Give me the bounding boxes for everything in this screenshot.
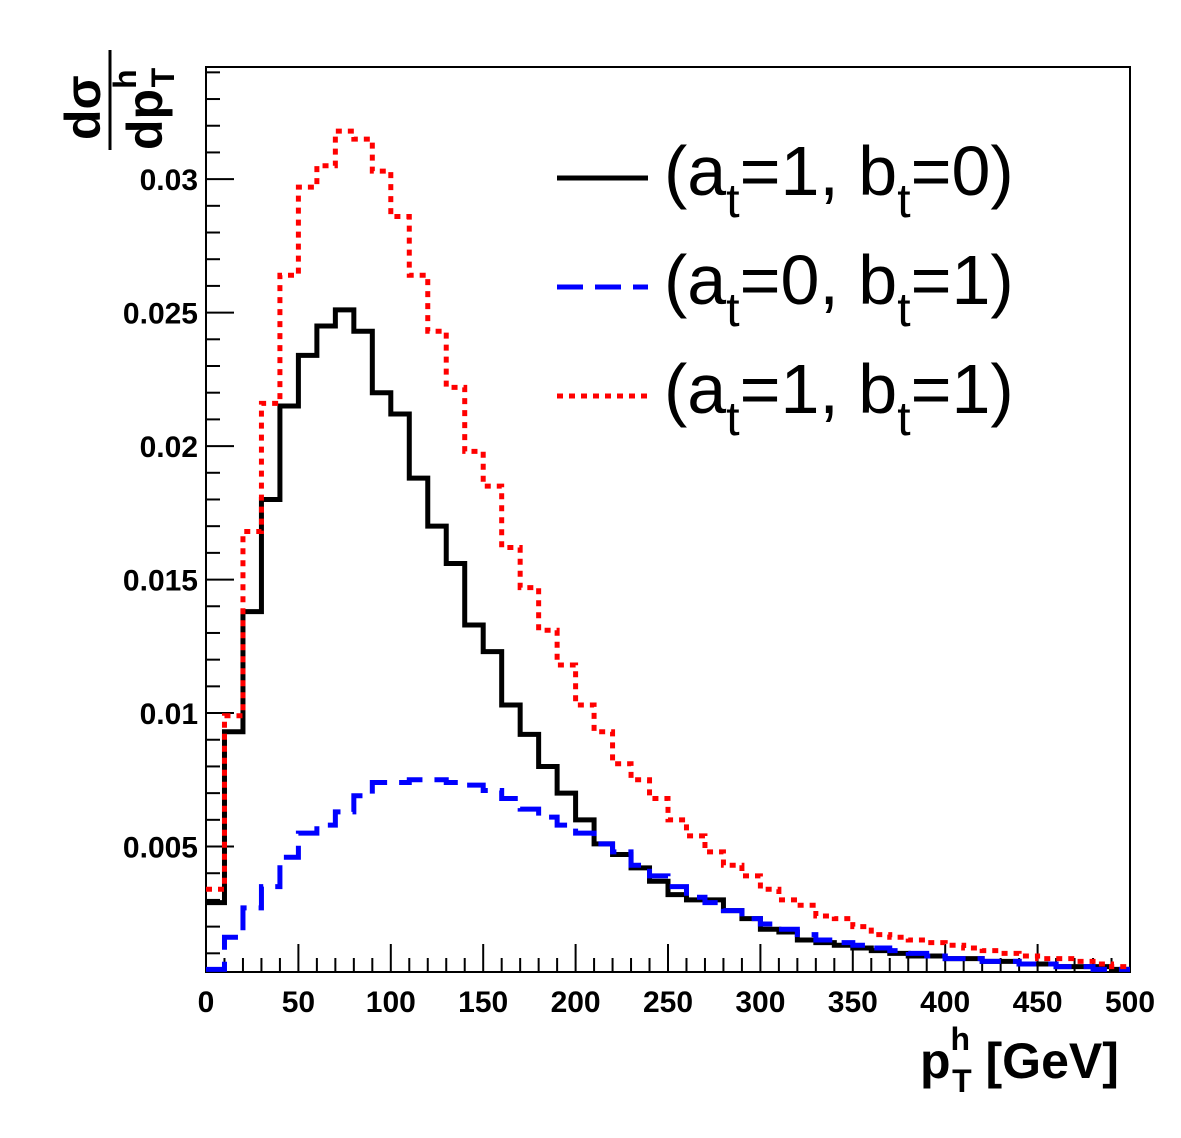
y-axis-title: dσ dphT xyxy=(55,50,181,150)
x-tick-label: 200 xyxy=(551,986,601,1019)
legend-label-series-1: (at=1, bt=0) xyxy=(664,132,1014,228)
x-axis-title: ph T [GeV] xyxy=(920,1021,1119,1099)
x-tick-label: 50 xyxy=(282,986,315,1019)
legend: (at=1, bt=0) (at=0, bt=1) (at=1, bt=1) xyxy=(557,132,1014,446)
x-title-unit: [GeV] xyxy=(972,1033,1119,1089)
x-tick-label: 500 xyxy=(1105,986,1155,1019)
x-tick-label: 300 xyxy=(735,986,785,1019)
y-tick-label: 0.025 xyxy=(123,298,198,331)
x-tick-label: 350 xyxy=(828,986,878,1019)
series-2-line xyxy=(206,777,1130,972)
x-tick-label: 400 xyxy=(920,986,970,1019)
x-tick-label: 150 xyxy=(458,986,508,1019)
legend-label-series-2: (at=0, bt=1) xyxy=(664,241,1014,337)
x-tick-label: 450 xyxy=(1013,986,1063,1019)
y-title-sub: T xyxy=(145,67,181,87)
x-title-sup: h xyxy=(951,1021,971,1057)
x-title-main: p xyxy=(920,1033,951,1089)
series-group xyxy=(206,128,1130,972)
y-tick-label: 0.02 xyxy=(140,431,198,464)
tick-labels: 0 50 100 150 200 250 300 350 400 450 500 0.005 0.01 0… xyxy=(123,164,1155,1019)
y-title-denominator-main: dp xyxy=(117,89,173,150)
series-3 xyxy=(206,128,1130,970)
series-1-line xyxy=(206,307,1130,972)
y-title-numerator: dσ xyxy=(55,75,111,140)
series-2 xyxy=(206,777,1130,972)
y-tick-label: 0.015 xyxy=(123,565,198,598)
series-1 xyxy=(206,307,1130,972)
x-tick-label: 250 xyxy=(643,986,693,1019)
series-3-line xyxy=(206,128,1130,970)
y-tick-label: 0.03 xyxy=(140,164,198,197)
y-title-denominator: dphT xyxy=(107,67,181,150)
legend-label-series-3: (at=1, bt=1) xyxy=(664,350,1014,446)
x-title-sub: T xyxy=(952,1063,972,1099)
y-title-sup: h xyxy=(107,69,143,89)
y-tick-label: 0.005 xyxy=(123,832,198,865)
x-tick-label: 100 xyxy=(366,986,416,1019)
y-tick-label: 0.01 xyxy=(140,698,198,731)
x-tick-label: 0 xyxy=(198,986,215,1019)
